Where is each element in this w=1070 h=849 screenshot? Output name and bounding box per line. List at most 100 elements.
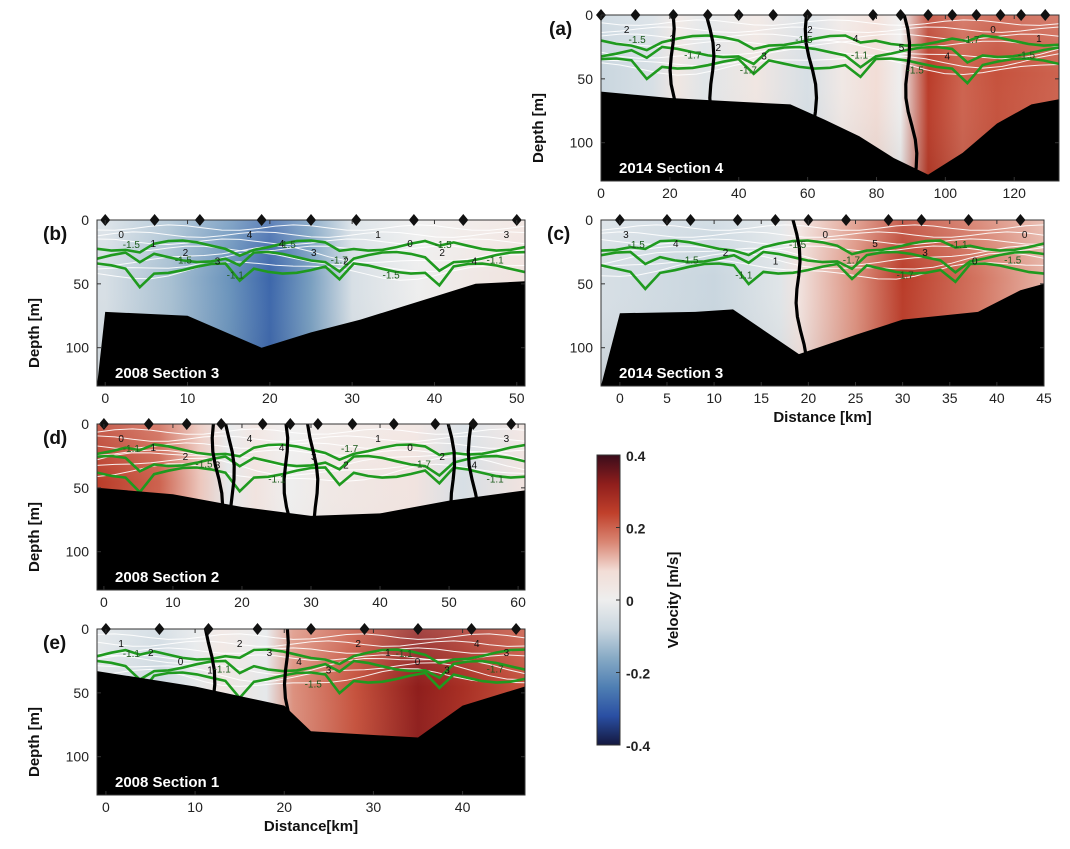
green-contour-label: -1.7 (414, 459, 432, 470)
panel-letter: (e) (43, 633, 66, 654)
white-contour-label: 2 (237, 639, 243, 650)
green-contour-label: -1.5 (795, 35, 813, 46)
white-contour-label: 2 (624, 25, 630, 36)
station-marker (256, 214, 267, 226)
chart-panel-d: -1.1-1.5-1.1-1.7-1.7-1.10123443210243200… (26, 416, 526, 610)
station-marker (413, 623, 423, 635)
green-contour-label: -1.5 (629, 35, 647, 46)
green-contour-label: -1.1 (851, 50, 869, 61)
white-contour-label: 4 (945, 52, 951, 63)
x-tick-label: 20 (801, 390, 817, 406)
station-marker (216, 418, 227, 430)
white-contour-label: 3 (504, 648, 510, 659)
section-label: 2008 Section 2 (115, 569, 219, 586)
y-tick-label: 50 (577, 276, 593, 292)
white-contour-label: 4 (853, 34, 859, 45)
x-tick-label: 10 (706, 390, 722, 406)
white-contour-line (601, 252, 1044, 270)
white-contour-label: 2 (723, 248, 729, 259)
station-marker (466, 623, 477, 635)
station-marker (923, 9, 934, 21)
green-contour-label: -1.1 (227, 271, 245, 282)
white-contour-line (97, 245, 525, 253)
green-contour-label: -1.1 (487, 255, 505, 266)
green-contour-line (601, 57, 1059, 85)
white-contour-label: 3 (311, 452, 317, 463)
colorbar-tick-label: 0.4 (626, 448, 646, 464)
x-tick-label: 5 (663, 390, 671, 406)
green-contour-label: -1.5 (1018, 50, 1036, 61)
white-contour-label: 2 (343, 461, 349, 472)
green-contour-line (601, 45, 1059, 69)
x-tick-label: 20 (262, 390, 278, 406)
white-contour-label: 1 (151, 239, 157, 250)
white-contour-label: 4 (472, 257, 478, 268)
y-tick-label: 100 (66, 544, 90, 560)
y-tick-label: 100 (570, 135, 594, 151)
white-contour-label: 4 (279, 239, 285, 250)
y-tick-label: 0 (585, 212, 593, 228)
station-marker (702, 9, 713, 21)
chart-panel-b: -1.5 -1.5 -1.1 -1.5 -1.7 -1.5 -1.5 -1.1 0 1 2 3 4 4 3 2… (26, 212, 526, 406)
green-contour-label: -1.5 (907, 66, 925, 77)
bathymetry-seafloor (97, 487, 525, 590)
station-marker (963, 214, 974, 226)
green-contour-label: -1.5 (279, 240, 297, 251)
x-tick-label: 100 (934, 185, 958, 201)
station-marker (149, 214, 160, 226)
station-marker (841, 214, 852, 226)
white-contour-line (97, 633, 525, 640)
station-marker (194, 214, 205, 226)
y-tick-label: 100 (66, 340, 90, 356)
station-marker (511, 623, 522, 635)
white-contour-label: 1 (151, 443, 157, 454)
station-marker (458, 214, 469, 226)
x-tick-label: 40 (989, 390, 1005, 406)
green-contour-line (97, 671, 525, 700)
x-tick-label: 20 (276, 799, 292, 815)
white-contour-line (601, 26, 1059, 34)
station-marker (430, 418, 441, 430)
y-tick-label: 100 (66, 749, 90, 765)
station-marker (408, 214, 419, 226)
x-tick-label: 0 (101, 390, 109, 406)
white-contour-label: 1 (1036, 34, 1042, 45)
bathymetry-seafloor (97, 281, 525, 386)
x-tick-label: 25 (848, 390, 864, 406)
x-tick-label: 60 (800, 185, 816, 201)
green-contour-label: -1.5 (175, 255, 193, 266)
colorbar-tick-label: -0.2 (626, 666, 650, 682)
x-tick-label: 50 (509, 390, 525, 406)
white-contour-label: 3 (267, 648, 273, 659)
colorbar-tick-label: -0.4 (626, 738, 650, 754)
white-contour-label: 2 (439, 452, 445, 463)
white-contour-line (97, 640, 525, 647)
colorbar-label: Velocity [m/s] (665, 552, 682, 649)
y-axis-label: Depth [m] (530, 93, 547, 163)
y-tick-label: 0 (81, 212, 89, 228)
panel-content: -1.5 -1.5 -1.1 -1.5 -1.7 -1.5 -1.5 -1.1 0 1 2 3 4 4 3 2… (97, 220, 525, 386)
chart-panel-c: -1.5-1.5-1.1-1.5-1.7-1.7-1.1-1.534210530… (547, 212, 1052, 426)
station-marker (971, 9, 982, 21)
white-contour-label: 4 (474, 639, 480, 650)
white-contour-label: 5 (899, 43, 905, 54)
y-axis-label: Depth [m] (26, 298, 43, 368)
station-marker (181, 418, 192, 430)
x-tick-label: 45 (1036, 390, 1052, 406)
white-contour-label: 0 (118, 230, 124, 241)
white-contour-line (601, 224, 1044, 231)
station-marker (203, 623, 214, 635)
white-contour-label: 2 (148, 648, 154, 659)
x-tick-label: 80 (869, 185, 885, 201)
green-contour-label: -1.7 (843, 255, 861, 266)
white-contour-label: 0 (178, 657, 184, 668)
x-axis-label: Distance [km] (773, 409, 871, 426)
x-tick-label: 50 (441, 594, 457, 610)
white-contour-label: 2 (343, 257, 349, 268)
station-marker (306, 214, 316, 226)
station-marker (947, 9, 958, 21)
green-contour-label: -1.7 (684, 50, 702, 61)
station-marker (306, 623, 316, 635)
